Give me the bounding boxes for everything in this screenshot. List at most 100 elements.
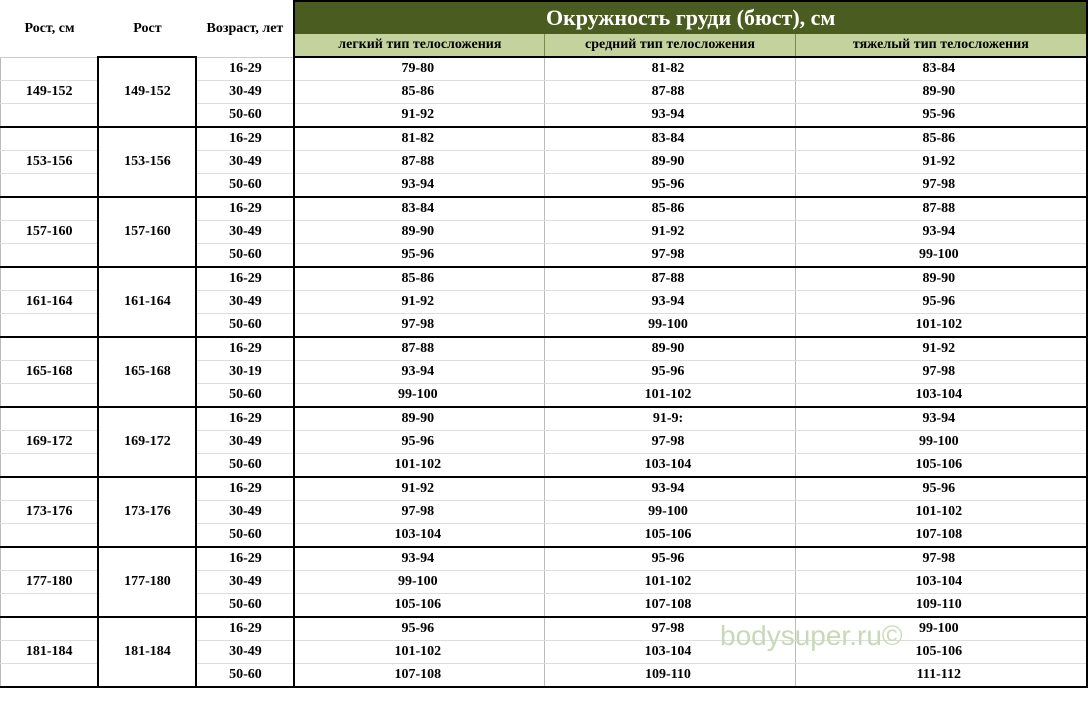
cell-value: 89-90 — [795, 267, 1087, 291]
cell-value: 95-96 — [795, 291, 1087, 314]
cell-value: 87-88 — [294, 151, 544, 174]
col-light: легкий тип телосложения — [294, 34, 544, 57]
cell-value: 89-90 — [294, 221, 544, 244]
cell-age: 30-49 — [196, 291, 294, 314]
cell-empty — [1, 384, 99, 408]
cell-value: 97-98 — [795, 174, 1087, 198]
cell-value: 85-86 — [294, 267, 544, 291]
cell-empty — [1, 314, 99, 338]
cell-value: 97-98 — [545, 617, 795, 641]
cell-value: 101-102 — [795, 501, 1087, 524]
table-row: 181-18416-2995-9697-9899-100 — [1, 617, 1088, 641]
cell-value: 87-88 — [795, 197, 1087, 221]
cell-value: 95-96 — [294, 431, 544, 454]
cell-height: 161-164 — [98, 267, 196, 337]
cell-value: 91-92 — [795, 151, 1087, 174]
cell-value: 83-84 — [545, 127, 795, 151]
cell-value: 99-100 — [545, 314, 795, 338]
cell-empty — [1, 547, 99, 571]
cell-age: 50-60 — [196, 314, 294, 338]
cell-age: 16-29 — [196, 547, 294, 571]
cell-value: 97-98 — [545, 431, 795, 454]
col-age: Возраст, лет — [196, 1, 294, 57]
cell-empty — [1, 594, 99, 618]
cell-height-cm: 181-184 — [1, 641, 99, 664]
cell-age: 50-60 — [196, 384, 294, 408]
cell-value: 91-92 — [795, 337, 1087, 361]
cell-age: 30-49 — [196, 221, 294, 244]
cell-age: 50-60 — [196, 104, 294, 128]
cell-value: 103-104 — [545, 454, 795, 478]
cell-value: 101-102 — [294, 641, 544, 664]
table-row: 169-17216-2989-9091-9:93-94 — [1, 407, 1088, 431]
cell-value: 93-94 — [294, 361, 544, 384]
cell-value: 105-106 — [545, 524, 795, 548]
cell-value: 97-98 — [294, 314, 544, 338]
cell-value: 89-90 — [545, 337, 795, 361]
cell-height-cm: 165-168 — [1, 361, 99, 384]
cell-value: 93-94 — [294, 174, 544, 198]
cell-height: 181-184 — [98, 617, 196, 687]
cell-age: 50-60 — [196, 524, 294, 548]
cell-value: 83-84 — [294, 197, 544, 221]
cell-age: 50-60 — [196, 244, 294, 268]
cell-value: 95-96 — [795, 477, 1087, 501]
cell-empty — [1, 337, 99, 361]
cell-value: 105-106 — [795, 641, 1087, 664]
cell-age: 50-60 — [196, 174, 294, 198]
cell-value: 87-88 — [545, 81, 795, 104]
cell-empty — [1, 244, 99, 268]
cell-value: 93-94 — [545, 477, 795, 501]
col-height: Рост — [98, 1, 196, 57]
cell-value: 99-100 — [795, 244, 1087, 268]
cell-value: 95-96 — [545, 174, 795, 198]
cell-value: 99-100 — [294, 384, 544, 408]
cell-empty — [1, 454, 99, 478]
cell-value: 87-88 — [545, 267, 795, 291]
cell-value: 97-98 — [795, 361, 1087, 384]
cell-value: 85-86 — [545, 197, 795, 221]
col-height-cm: Рост, см — [1, 1, 99, 57]
cell-age: 30-49 — [196, 431, 294, 454]
table-row: 165-16816-2987-8889-9091-92 — [1, 337, 1088, 361]
cell-value: 89-90 — [545, 151, 795, 174]
cell-empty — [1, 174, 99, 198]
cell-height: 173-176 — [98, 477, 196, 547]
cell-value: 95-96 — [795, 104, 1087, 128]
cell-value: 95-96 — [545, 361, 795, 384]
cell-height-cm: 177-180 — [1, 571, 99, 594]
cell-empty — [1, 524, 99, 548]
cell-value: 103-104 — [795, 384, 1087, 408]
cell-age: 16-29 — [196, 477, 294, 501]
cell-age: 50-60 — [196, 594, 294, 618]
cell-height-cm: 169-172 — [1, 431, 99, 454]
cell-value: 107-108 — [795, 524, 1087, 548]
cell-value: 93-94 — [795, 221, 1087, 244]
col-medium: средний тип телосложения — [545, 34, 795, 57]
table-row: 157-16016-2983-8485-8687-88 — [1, 197, 1088, 221]
cell-age: 16-29 — [196, 337, 294, 361]
cell-height-cm: 157-160 — [1, 221, 99, 244]
cell-value: 109-110 — [795, 594, 1087, 618]
cell-value: 97-98 — [795, 547, 1087, 571]
cell-value: 107-108 — [294, 664, 544, 688]
table-row: 173-17616-2991-9293-9495-96 — [1, 477, 1088, 501]
cell-age: 16-29 — [196, 617, 294, 641]
cell-empty — [1, 57, 99, 81]
cell-age: 16-29 — [196, 197, 294, 221]
cell-value: 95-96 — [545, 547, 795, 571]
cell-empty — [1, 617, 99, 641]
cell-value: 97-98 — [545, 244, 795, 268]
cell-height: 165-168 — [98, 337, 196, 407]
cell-value: 97-98 — [294, 501, 544, 524]
cell-value: 101-102 — [545, 384, 795, 408]
cell-height: 169-172 — [98, 407, 196, 477]
cell-age: 50-60 — [196, 664, 294, 688]
cell-empty — [1, 664, 99, 688]
cell-value: 103-104 — [545, 641, 795, 664]
cell-age: 16-29 — [196, 267, 294, 291]
col-heavy: тяжелый тип телосложения — [795, 34, 1087, 57]
cell-value: 95-96 — [294, 244, 544, 268]
cell-age: 50-60 — [196, 454, 294, 478]
cell-value: 91-92 — [545, 221, 795, 244]
